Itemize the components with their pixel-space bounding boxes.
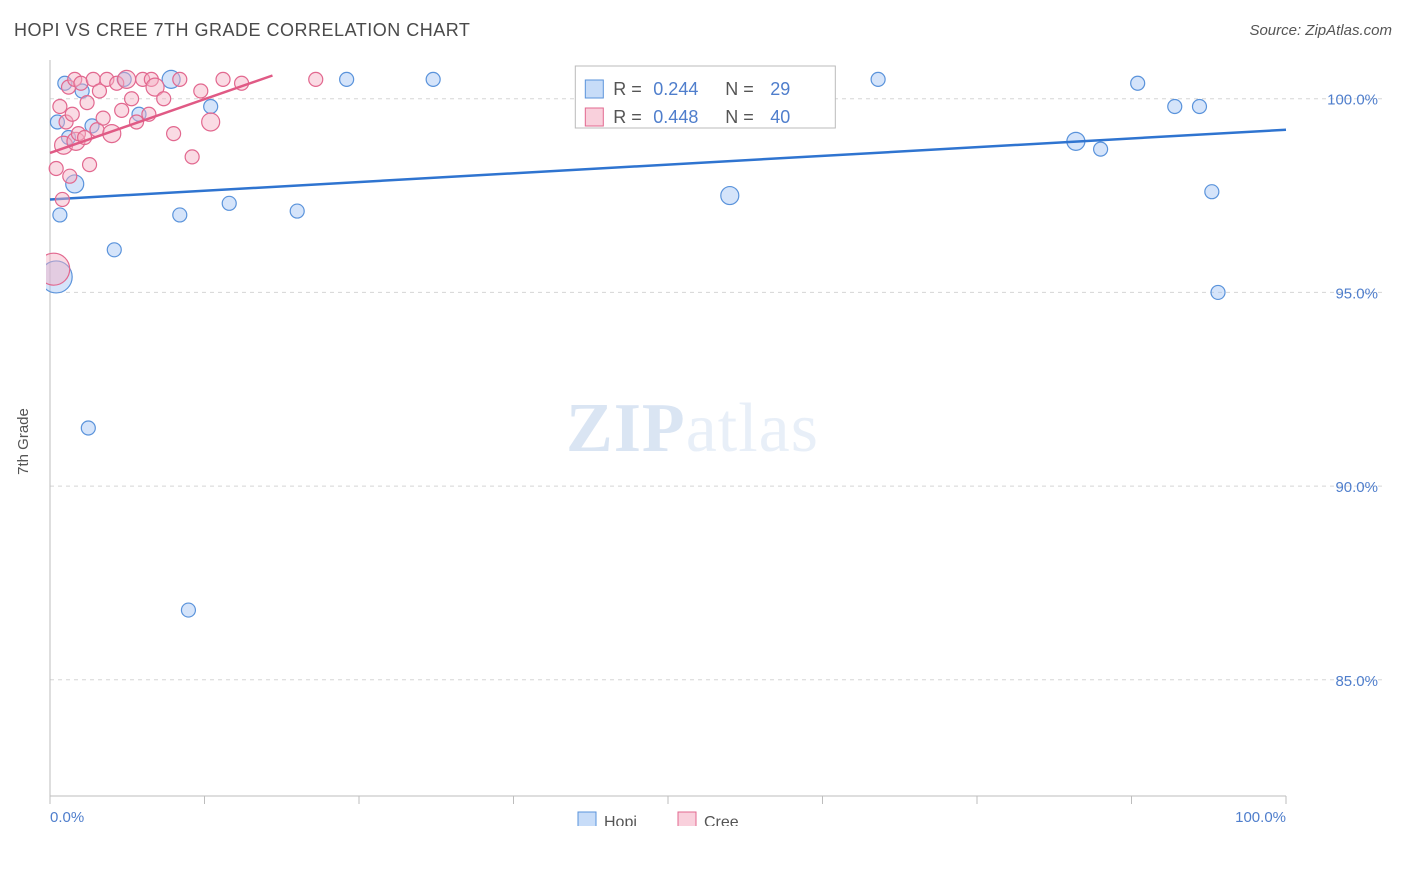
data-point [125,92,139,106]
data-point [1094,142,1108,156]
legend-swatch [585,108,603,126]
data-point [63,169,77,183]
data-point [167,127,181,141]
x-tick-label: 100.0% [1235,809,1286,826]
data-point [340,72,354,86]
data-point [871,72,885,86]
data-point [173,72,187,86]
data-point [216,72,230,86]
data-point [1168,99,1182,113]
data-point [1205,185,1219,199]
data-point [1192,99,1206,113]
data-point [426,72,440,86]
data-point [290,204,304,218]
y-tick-label: 100.0% [1327,92,1378,109]
plot-svg: 85.0% 90.0% 95.0% 100.0% ZIPatlas 0.0% 100.0% R… [46,56,1386,826]
data-point [115,103,129,117]
legend-r-value: 0.448 [653,107,698,127]
source-text: Source: ZipAtlas.com [1249,22,1392,39]
data-point [202,113,220,131]
trend-line [50,130,1286,200]
watermark: ZIPatlas [566,390,819,467]
data-point [309,72,323,86]
data-point [721,187,739,205]
data-point [1131,76,1145,90]
data-point [96,111,110,125]
y-tick-label: 95.0% [1335,285,1378,302]
data-point [222,196,236,210]
legend-swatch [585,80,603,98]
data-point [173,208,187,222]
data-point [118,70,136,88]
scatter-plot: 85.0% 90.0% 95.0% 100.0% ZIPatlas 0.0% 100.0% R… [46,56,1386,826]
y-tick-label: 85.0% [1335,673,1378,690]
data-point [55,192,69,206]
data-point [65,107,79,121]
legend-n-value: 29 [770,79,790,99]
data-point [1211,285,1225,299]
x-tick-label: 0.0% [50,809,84,826]
data-point [80,96,94,110]
legend-n-value: 40 [770,107,790,127]
y-tick-label: 90.0% [1335,479,1378,496]
y-axis-label: 7th Grade [8,56,38,826]
legend-series-label: Hopi [604,814,637,826]
legend-series-label: Cree [704,814,739,826]
legend-swatch [678,812,696,826]
chart-title: HOPI VS CREE 7TH GRADE CORRELATION CHART [14,20,470,40]
data-point [107,243,121,257]
data-point [181,603,195,617]
legend-r-value: 0.244 [653,79,698,99]
data-point [157,92,171,106]
legend-swatch [578,812,596,826]
data-point [204,99,218,113]
legend-r-label: R = [613,107,642,127]
data-point [194,84,208,98]
legend-n-label: N = [725,79,754,99]
data-point [53,99,67,113]
data-point [49,161,63,175]
data-point [185,150,199,164]
legend-r-label: R = [613,79,642,99]
data-point [83,158,97,172]
data-point [81,421,95,435]
data-point [53,208,67,222]
legend-n-label: N = [725,107,754,127]
